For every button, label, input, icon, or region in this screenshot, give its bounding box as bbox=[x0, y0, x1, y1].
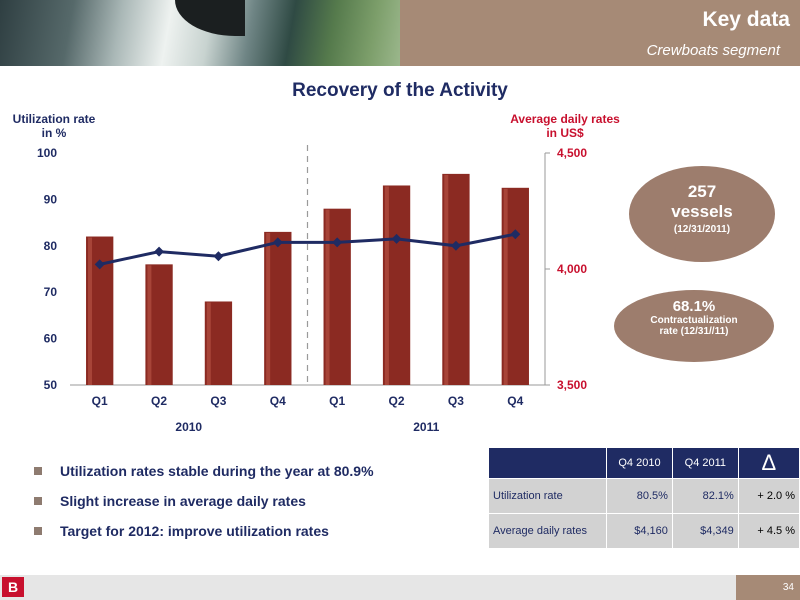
category-label: Q2 bbox=[151, 394, 167, 408]
boat-hull-image bbox=[175, 0, 245, 36]
vessels-label: vessels bbox=[671, 202, 733, 221]
kpi-label: Utilization rate bbox=[487, 478, 608, 514]
kpi-header-q4-2010: Q4 2010 bbox=[606, 447, 673, 479]
kpi-delta: + 4.5 % bbox=[737, 513, 800, 549]
kpi-header-row: Q4 2010 Q4 2011 Δ bbox=[487, 447, 800, 479]
right-tick-label: 4,500 bbox=[557, 146, 587, 160]
bar-highlight bbox=[444, 174, 449, 385]
kpi-label: Average daily rates bbox=[487, 513, 608, 549]
bar-highlight bbox=[266, 232, 271, 385]
contract-rate-date: rate (12/31//11) bbox=[659, 326, 729, 337]
left-tick-label: 70 bbox=[44, 285, 58, 299]
bullet-marker bbox=[34, 467, 42, 475]
left-tick-label: 100 bbox=[37, 146, 57, 160]
bar-highlight bbox=[325, 209, 330, 385]
category-label: Q4 bbox=[270, 394, 286, 408]
contract-rate-value: 68.1% bbox=[672, 298, 716, 315]
slide-title: Recovery of the Activity bbox=[292, 80, 508, 101]
contract-rate-label: Contractualization bbox=[650, 315, 738, 326]
kpi-row-daily-rates: Average daily rates $4,160 $4,349 + 4.5 … bbox=[487, 513, 800, 549]
category-label: Q3 bbox=[448, 394, 464, 408]
kpi-header-delta: Δ bbox=[737, 447, 800, 479]
daily-rate-marker bbox=[272, 237, 283, 248]
footer-bar bbox=[0, 575, 800, 600]
right-tick-label: 3,500 bbox=[557, 378, 587, 392]
category-label: Q3 bbox=[210, 394, 226, 408]
bullet-text: Utilization rates stable during the year… bbox=[60, 463, 374, 479]
kpi-value: $4,349 bbox=[671, 513, 739, 549]
year-label: 2011 bbox=[413, 420, 439, 434]
kpi-table: Q4 2010 Q4 2011 Δ Utilization rate 80.5%… bbox=[487, 447, 800, 549]
right-axis-title: Average daily rates in US$ bbox=[500, 112, 630, 140]
bullet-marker bbox=[34, 497, 42, 505]
utilization-chart: 100 90 80 70 60 50 4,500 4,000 3,500 Q1 Q2 Q3 Q4 Q1 Q2… bbox=[37, 145, 587, 434]
left-tick-label: 80 bbox=[44, 239, 58, 253]
daily-rate-line bbox=[99, 232, 516, 266]
page-title: Key data bbox=[702, 8, 790, 31]
right-tick-label: 4,000 bbox=[557, 262, 587, 276]
kpi-value: $4,160 bbox=[606, 513, 673, 549]
daily-rate-marker bbox=[154, 246, 165, 257]
vessels-count: 257 bbox=[687, 182, 717, 201]
category-label: Q4 bbox=[507, 394, 523, 408]
left-axis-title: Utilization rate in % bbox=[4, 112, 104, 140]
left-axis-title-line2: in % bbox=[41, 126, 67, 140]
left-tick-label: 50 bbox=[44, 378, 58, 392]
page-number: 34 bbox=[782, 582, 794, 593]
company-logo: B bbox=[2, 577, 24, 597]
contract-bubble: 68.1% Contractualization rate (12/31//11… bbox=[614, 290, 774, 362]
bullet-list: Utilization rates stable during the year… bbox=[34, 456, 374, 546]
vessels-date: (12/31/2011) bbox=[673, 224, 731, 235]
daily-rate-marker bbox=[391, 233, 402, 244]
year-label: 2010 bbox=[175, 420, 202, 434]
bullet-item: Utilization rates stable during the year… bbox=[34, 456, 374, 486]
kpi-delta: + 2.0 % bbox=[737, 478, 800, 514]
kpi-value: 82.1% bbox=[671, 478, 739, 514]
daily-rate-marker bbox=[332, 237, 343, 248]
vessels-bubble: 257 vessels (12/31/2011) bbox=[629, 166, 775, 262]
bullet-marker bbox=[34, 527, 42, 535]
bullet-text: Slight increase in average daily rates bbox=[60, 493, 306, 509]
title-panel: Key data Crewboats segment bbox=[400, 0, 800, 66]
bullet-item: Slight increase in average daily rates bbox=[34, 486, 374, 516]
daily-rate-marker bbox=[213, 251, 224, 262]
bar-highlight bbox=[147, 265, 152, 385]
page-number-box: 34 bbox=[736, 575, 800, 600]
daily-rate-marker bbox=[450, 240, 461, 251]
left-tick-label: 90 bbox=[44, 192, 58, 206]
kpi-value: 80.5% bbox=[606, 478, 673, 514]
left-tick-label: 60 bbox=[44, 332, 58, 346]
header-banner: Key data Crewboats segment bbox=[0, 0, 800, 66]
right-axis-title-line1: Average daily rates bbox=[510, 112, 620, 126]
bullet-text: Target for 2012: improve utilization rat… bbox=[60, 523, 329, 539]
bullet-item: Target for 2012: improve utilization rat… bbox=[34, 516, 374, 546]
crewboat-photo bbox=[0, 0, 400, 66]
daily-rate-marker bbox=[94, 259, 105, 270]
left-axis-title-line1: Utilization rate bbox=[12, 112, 96, 126]
page-subtitle: Crewboats segment bbox=[646, 42, 780, 59]
category-label: Q2 bbox=[389, 394, 405, 408]
bar-highlight bbox=[88, 237, 93, 385]
bar-highlight bbox=[503, 188, 508, 385]
bar-highlight bbox=[206, 302, 211, 385]
right-axis-title-line2: in US$ bbox=[546, 126, 584, 140]
category-label: Q1 bbox=[329, 394, 345, 408]
kpi-row-utilization: Utilization rate 80.5% 82.1% + 2.0 % bbox=[487, 478, 800, 514]
category-label: Q1 bbox=[92, 394, 108, 408]
daily-rate-marker bbox=[510, 229, 521, 240]
kpi-header-blank bbox=[487, 447, 608, 479]
kpi-header-q4-2011: Q4 2011 bbox=[671, 447, 739, 479]
bar-highlight bbox=[384, 186, 389, 385]
